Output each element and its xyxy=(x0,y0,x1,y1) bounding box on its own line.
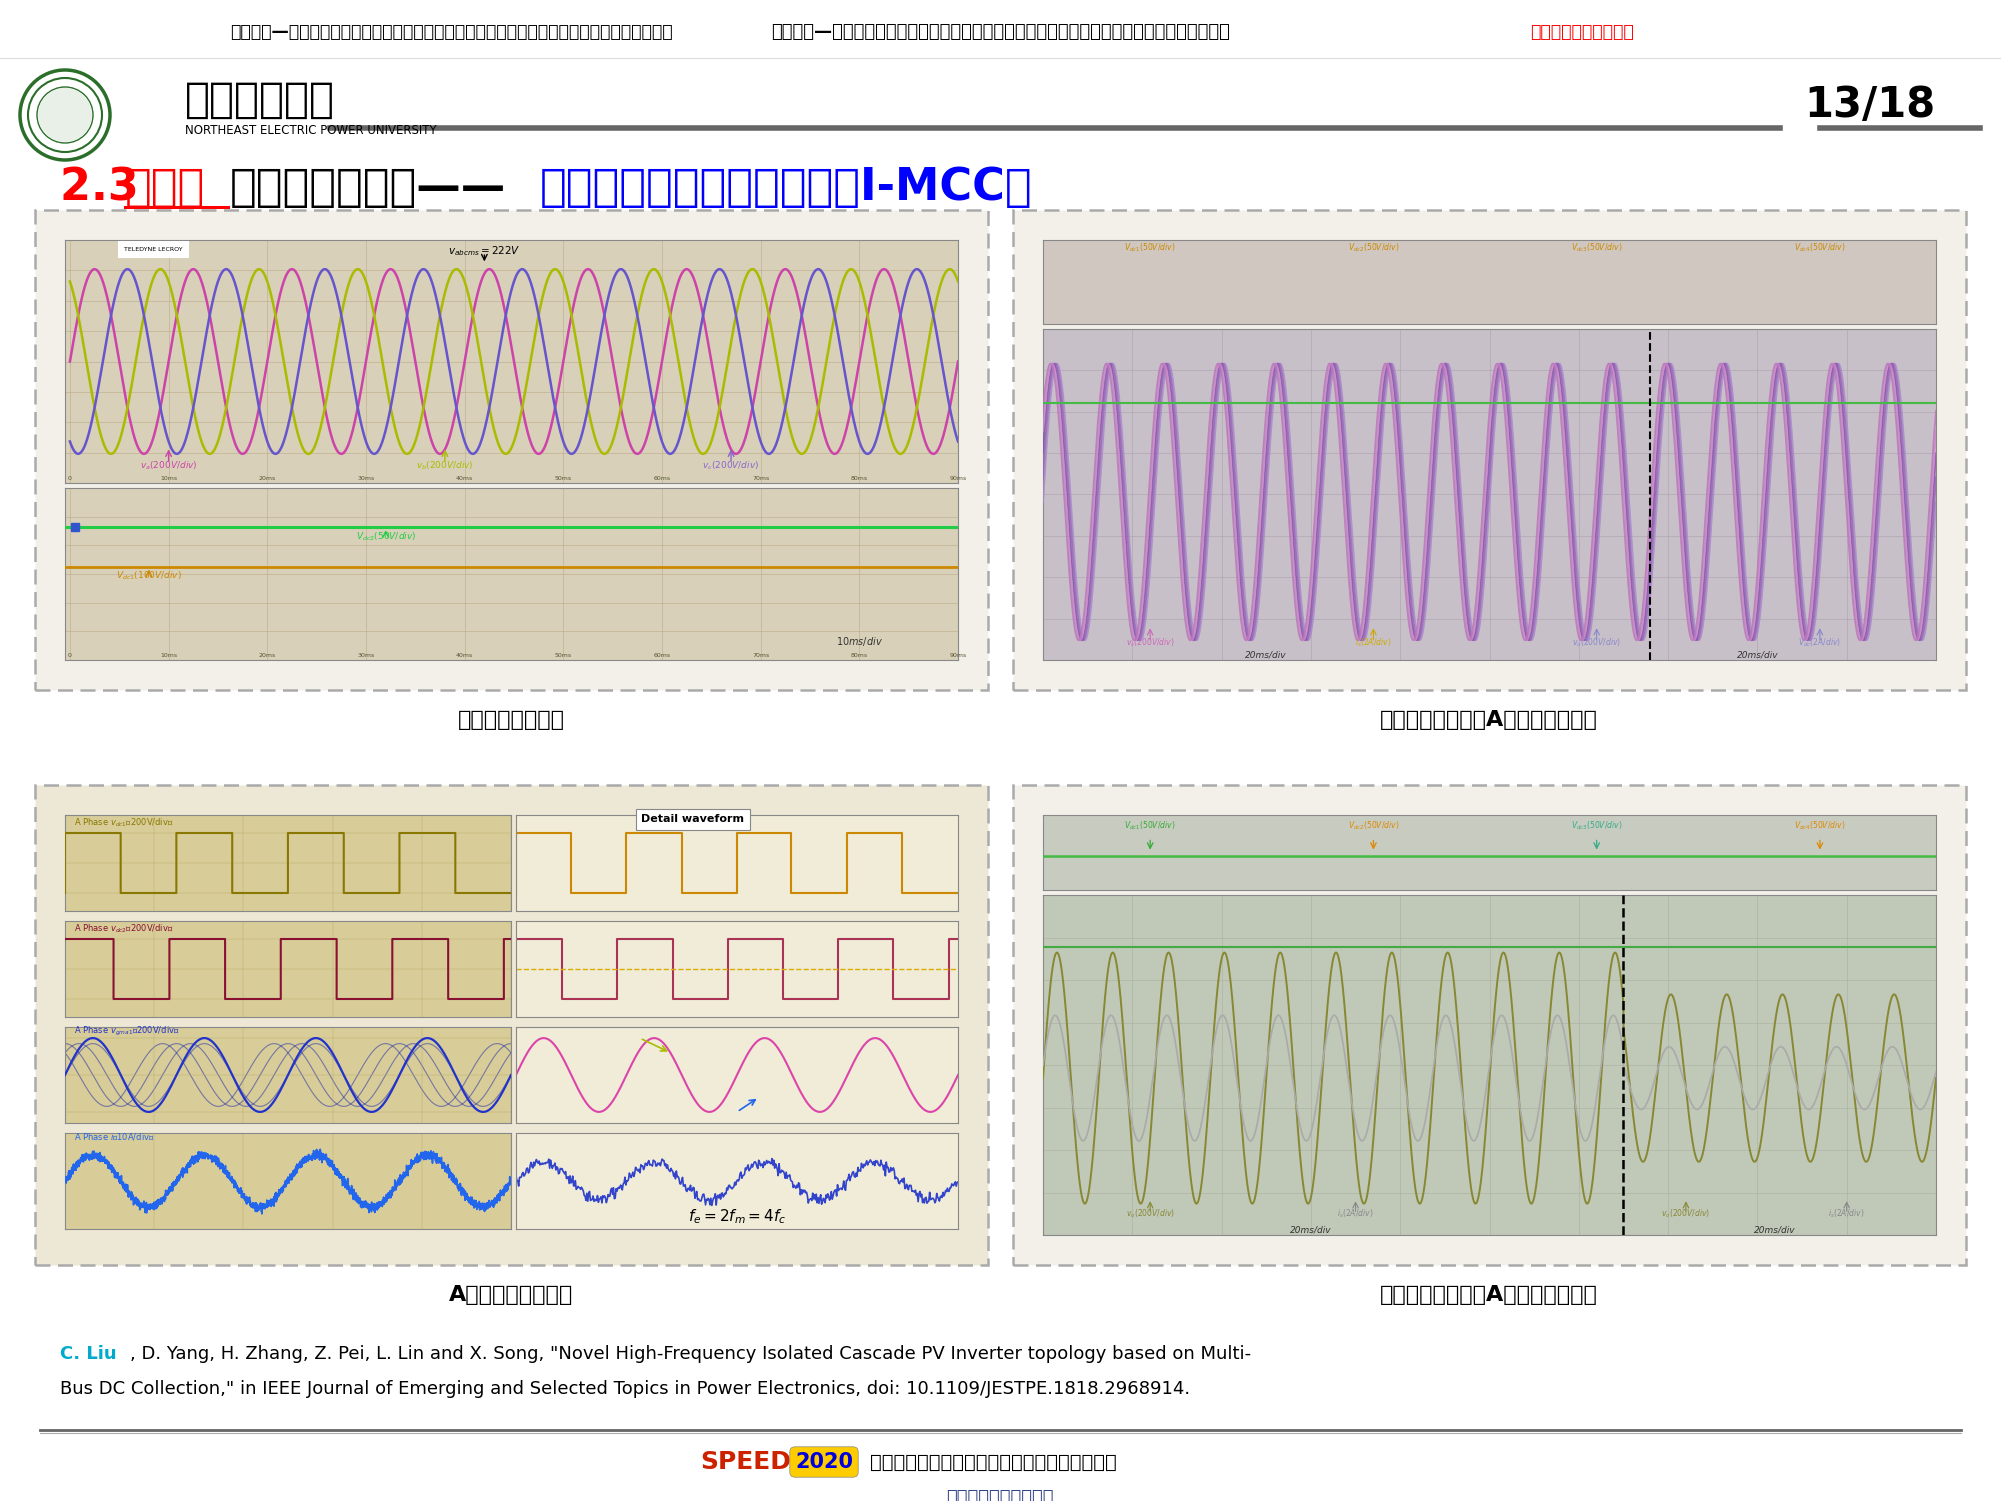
Text: 隔离型模块化级联变换器（I-MCC）: 隔离型模块化级联变换器（I-MCC） xyxy=(540,167,1033,210)
Text: 40ms: 40ms xyxy=(456,476,474,480)
Text: 2020: 2020 xyxy=(794,1451,852,1472)
FancyBboxPatch shape xyxy=(1013,210,1967,690)
Text: Bus DC Collection," in IEEE Journal of Emerging and Selected Topics in Power Ele: Bus DC Collection," in IEEE Journal of E… xyxy=(60,1379,1191,1397)
Text: 90ms: 90ms xyxy=(948,653,966,657)
Text: 10ms: 10ms xyxy=(160,476,178,480)
Text: 20ms/div: 20ms/div xyxy=(1737,650,1779,659)
Text: $v_o(200V/div)$: $v_o(200V/div)$ xyxy=(1661,1208,1711,1220)
Text: 电力电子变换器——: 电力电子变换器—— xyxy=(230,167,506,210)
Text: 加入无功负载后的A相电压电流波形: 加入无功负载后的A相电压电流波形 xyxy=(1381,710,1599,729)
Text: 课题来源—高频隔离型模块化多电平级联变换器及其在新能源中压交直流并网中应用基础研究（: 课题来源—高频隔离型模块化多电平级联变换器及其在新能源中压交直流并网中应用基础研… xyxy=(770,23,1231,41)
Text: $V_{dc1}(50V/div)$: $V_{dc1}(50V/div)$ xyxy=(1125,242,1177,254)
Text: 三相输出电压波形: 三相输出电压波形 xyxy=(458,710,564,729)
Text: 20ms/div: 20ms/div xyxy=(1245,650,1287,659)
Text: $V_{dc}(2A/div)$: $V_{dc}(2A/div)$ xyxy=(1799,636,1841,648)
Text: 0: 0 xyxy=(68,476,72,480)
Text: $V_{dc1}(50V/div)$: $V_{dc1}(50V/div)$ xyxy=(1125,820,1177,832)
Text: 20ms/div: 20ms/div xyxy=(1291,1225,1333,1234)
Text: NORTHEAST ELECTRIC POWER UNIVERSITY: NORTHEAST ELECTRIC POWER UNIVERSITY xyxy=(184,123,436,137)
Text: 20ms: 20ms xyxy=(258,653,276,657)
Text: 第十四届中国高校电力电子与电气传动学术年会: 第十四届中国高校电力电子与电气传动学术年会 xyxy=(870,1453,1117,1471)
Text: Detail waveform: Detail waveform xyxy=(640,814,744,824)
Text: 50ms: 50ms xyxy=(554,653,572,657)
Text: A Phase $v_{dc2}$（200V/div）: A Phase $v_{dc2}$（200V/div） xyxy=(74,923,174,935)
Text: 30ms: 30ms xyxy=(358,653,374,657)
Text: $v_o(200V/div)$: $v_o(200V/div)$ xyxy=(1573,636,1621,648)
Text: 国家自然科学基金委）: 国家自然科学基金委） xyxy=(1531,23,1633,41)
Text: SPEED: SPEED xyxy=(700,1450,790,1474)
Text: 东北电力大学: 东北电力大学 xyxy=(184,80,334,122)
Text: TELEDYNE LECROY: TELEDYNE LECROY xyxy=(124,248,184,252)
Text: 70ms: 70ms xyxy=(752,476,768,480)
Text: $V_{dc1}(100V/div)$: $V_{dc1}(100V/div)$ xyxy=(116,570,182,582)
Text: A相上桥臂输出电压: A相上桥臂输出电压 xyxy=(448,1285,572,1304)
Text: 70ms: 70ms xyxy=(752,653,768,657)
Text: 20ms/div: 20ms/div xyxy=(1755,1225,1797,1234)
Text: $V_{dc3}(50V/div)$: $V_{dc3}(50V/div)$ xyxy=(1571,242,1623,254)
Text: 60ms: 60ms xyxy=(654,476,670,480)
Text: 单级型: 单级型 xyxy=(124,167,206,210)
Text: C. Liu: C. Liu xyxy=(60,1345,116,1363)
FancyBboxPatch shape xyxy=(1013,785,1967,1265)
Text: 有功负载突切后的A相电压电流波形: 有功负载突切后的A相电压电流波形 xyxy=(1381,1285,1599,1304)
Text: $V_{dc2}(50V/div)$: $V_{dc2}(50V/div)$ xyxy=(1349,820,1399,832)
Text: 60ms: 60ms xyxy=(654,653,670,657)
Text: $v_c(200V/div)$: $v_c(200V/div)$ xyxy=(702,459,760,471)
Text: $v_s(200V/div)$: $v_s(200V/div)$ xyxy=(1127,636,1175,648)
Text: $V_{dc2}(50V/div)$: $V_{dc2}(50V/div)$ xyxy=(356,530,416,543)
Text: 20ms: 20ms xyxy=(258,476,276,480)
Text: $10ms/div$: $10ms/div$ xyxy=(836,635,882,648)
Text: $i_s(2A/div)$: $i_s(2A/div)$ xyxy=(1337,1208,1375,1220)
Text: $V_{dc4}(50V/div)$: $V_{dc4}(50V/div)$ xyxy=(1795,242,1845,254)
Text: $V_{dc3}(50V/div)$: $V_{dc3}(50V/div)$ xyxy=(1571,820,1623,832)
Text: $i_s(2A/div)$: $i_s(2A/div)$ xyxy=(1355,636,1393,648)
Text: 50ms: 50ms xyxy=(554,476,572,480)
Circle shape xyxy=(38,89,92,143)
FancyBboxPatch shape xyxy=(34,785,988,1265)
Text: A Phase $i$（10A/div）: A Phase $i$（10A/div） xyxy=(74,1132,154,1142)
Text: 课题来源—高频隔离型模块化多电平级联变换器及其在新能源中压交直流并网中应用基础研究（: 课题来源—高频隔离型模块化多电平级联变换器及其在新能源中压交直流并网中应用基础研… xyxy=(230,23,672,41)
Text: 80ms: 80ms xyxy=(850,476,868,480)
Text: 《电工技术学报》发布: 《电工技术学报》发布 xyxy=(946,1489,1055,1501)
Text: 2.3: 2.3 xyxy=(60,167,154,210)
Text: $f_e=2f_m=4f_c$: $f_e=2f_m=4f_c$ xyxy=(688,1208,786,1226)
Text: $i_s(2A/div)$: $i_s(2A/div)$ xyxy=(1829,1208,1865,1220)
Text: $V_{dc4}(50V/div)$: $V_{dc4}(50V/div)$ xyxy=(1795,820,1845,832)
Text: $v_b(200V/div)$: $v_b(200V/div)$ xyxy=(416,459,474,471)
Text: 90ms: 90ms xyxy=(948,476,966,480)
Text: A Phase $v_{dc1}$（200V/div）: A Phase $v_{dc1}$（200V/div） xyxy=(74,817,174,829)
Text: 80ms: 80ms xyxy=(850,653,868,657)
Text: 0: 0 xyxy=(68,653,72,657)
Text: $v_o(200V/div)$: $v_o(200V/div)$ xyxy=(1127,1208,1175,1220)
Text: 30ms: 30ms xyxy=(358,476,374,480)
Text: , D. Yang, H. Zhang, Z. Pei, L. Lin and X. Song, "Novel High-Frequency Isolated : , D. Yang, H. Zhang, Z. Pei, L. Lin and … xyxy=(130,1345,1251,1363)
Text: 10ms: 10ms xyxy=(160,653,178,657)
Text: $V_{dc2}(50V/div)$: $V_{dc2}(50V/div)$ xyxy=(1349,242,1399,254)
Text: A Phase $v_{gma1}$（200V/div）: A Phase $v_{gma1}$（200V/div） xyxy=(74,1025,180,1039)
Text: $v_a(200V/div)$: $v_a(200V/div)$ xyxy=(140,459,198,471)
Text: 40ms: 40ms xyxy=(456,653,474,657)
FancyBboxPatch shape xyxy=(34,210,988,690)
Text: $v_{abcms}=222V$: $v_{abcms}=222V$ xyxy=(448,245,520,258)
Text: 13/18: 13/18 xyxy=(1805,84,1935,126)
